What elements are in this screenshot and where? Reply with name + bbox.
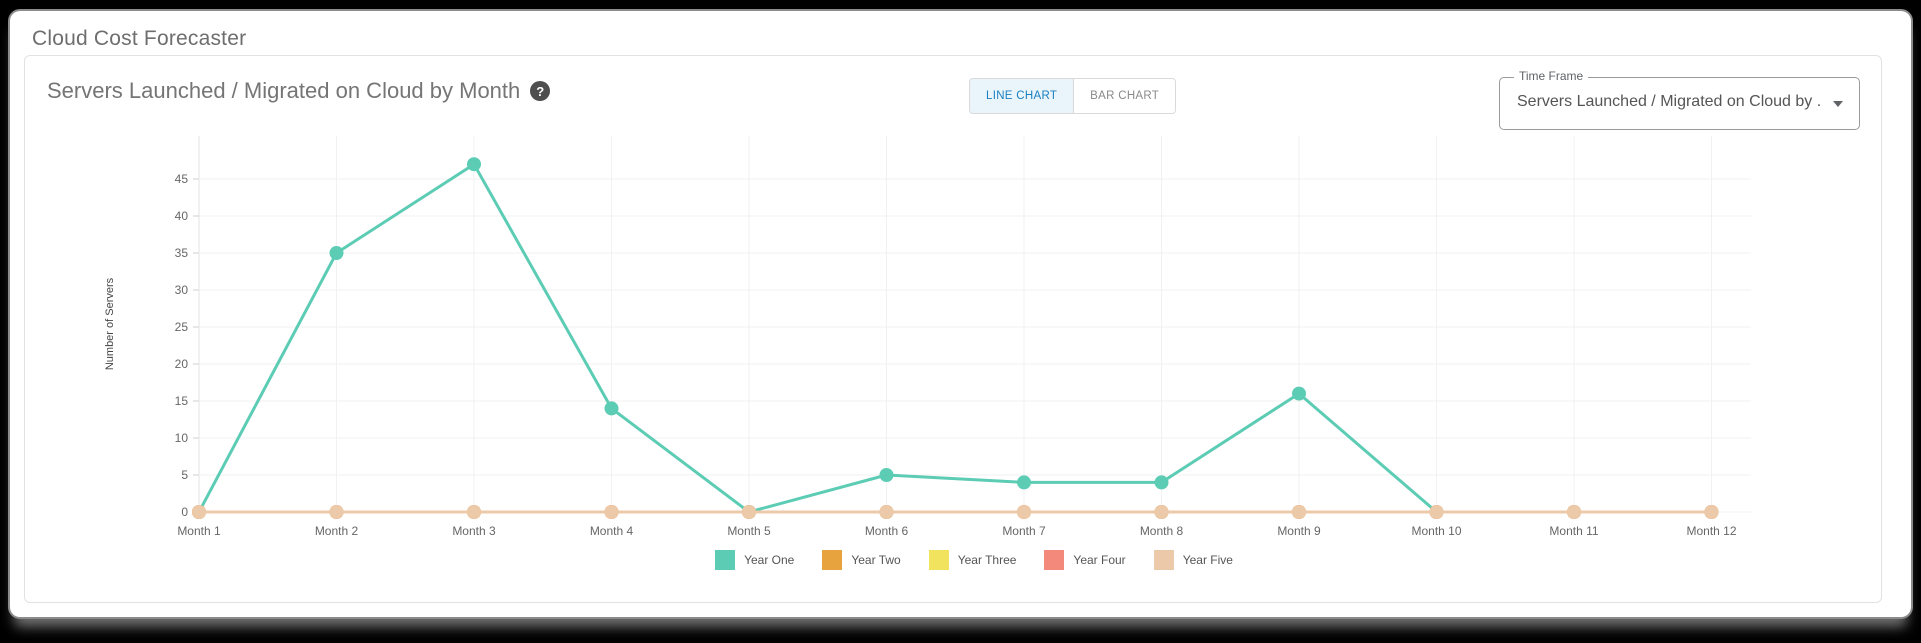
x-tick-label: Month 4 xyxy=(590,524,634,538)
data-point xyxy=(604,401,619,416)
data-point xyxy=(1292,505,1306,519)
help-icon[interactable]: ? xyxy=(530,81,551,101)
y-tick-label: 0 xyxy=(181,505,188,519)
dropdown-caret-icon xyxy=(1833,101,1843,107)
x-tick-label: Month 8 xyxy=(1140,524,1184,538)
chart-type-toggle: LINE CHART BAR CHART xyxy=(969,78,1177,114)
legend-label: Year Two xyxy=(851,553,901,567)
legend-item-year-one[interactable]: Year One xyxy=(715,550,794,570)
legend-swatch-icon xyxy=(1153,550,1174,570)
legend-item-year-three[interactable]: Year Three xyxy=(928,550,1017,570)
x-tick-label: Month 2 xyxy=(315,524,359,538)
time-frame-select[interactable]: Time Frame Servers Launched / Migrated o… xyxy=(1499,69,1860,130)
x-tick-label: Month 7 xyxy=(1002,524,1046,538)
legend-item-year-two[interactable]: Year Two xyxy=(822,550,901,570)
y-tick-label: 15 xyxy=(175,394,189,408)
time-frame-value: Servers Launched / Migrated on Cloud by … xyxy=(1517,93,1822,110)
legend-item-year-four[interactable]: Year Four xyxy=(1044,550,1126,570)
x-tick-label: Month 1 xyxy=(177,524,221,538)
data-point xyxy=(1429,505,1444,519)
legend-label: Year One xyxy=(744,553,795,567)
y-tick-label: 25 xyxy=(175,320,189,334)
y-tick-labels: 0 5 10 15 20 25 30 35 40 45 xyxy=(175,172,189,519)
y-tick-label: 45 xyxy=(175,172,189,186)
x-tick-label: Month 10 xyxy=(1411,524,1461,538)
line-chart-button[interactable]: LINE CHART xyxy=(970,79,1074,113)
app-window: Cloud Cost Forecaster Servers Launched /… xyxy=(10,11,1911,617)
legend-label: Year Three xyxy=(957,553,1017,567)
y-tick-label: 10 xyxy=(175,431,189,445)
chart-title: Servers Launched / Migrated on Cloud by … xyxy=(47,78,521,103)
x-tick-label: Month 6 xyxy=(865,524,909,538)
y-tick-label: 5 xyxy=(181,468,188,482)
data-point xyxy=(329,246,344,260)
legend-item-year-five[interactable]: Year Five xyxy=(1153,550,1233,570)
x-tick-label: Month 3 xyxy=(452,524,496,538)
data-point xyxy=(1704,505,1719,519)
page-title: Cloud Cost Forecaster xyxy=(32,27,247,50)
series-year-one xyxy=(192,157,1719,519)
x-gridlines xyxy=(198,136,1712,512)
y-tick-label: 20 xyxy=(175,357,189,371)
x-axis-labels: Month 1 Month 2 Month 3 Month 4 Month 5 Month… xyxy=(177,524,1737,538)
data-point xyxy=(329,505,344,519)
y-axis-title: Number of Servers xyxy=(104,277,116,370)
legend-swatch-icon xyxy=(822,550,843,570)
chart-legend: Year One Year Two Year Three Year Four Year … xyxy=(197,549,1751,571)
x-tick-label: Month 9 xyxy=(1277,524,1321,538)
data-point xyxy=(1017,505,1031,519)
chart-title-row: Servers Launched / Migrated on Cloud by … xyxy=(47,78,551,104)
y-tick-label: 35 xyxy=(175,246,189,260)
legend-label: Year Four xyxy=(1073,553,1126,567)
data-point xyxy=(192,505,206,519)
data-point xyxy=(742,505,756,519)
x-tick-label: Month 11 xyxy=(1549,524,1598,538)
data-point xyxy=(1017,475,1031,490)
data-point xyxy=(1154,475,1169,490)
x-tick-label: Month 5 xyxy=(727,524,771,538)
legend-label: Year Five xyxy=(1182,553,1233,567)
data-point xyxy=(879,468,894,482)
x-tick-label: Month 12 xyxy=(1686,524,1736,538)
legend-swatch-icon xyxy=(1044,550,1065,570)
y-gridlines xyxy=(193,178,1751,513)
legend-swatch-icon xyxy=(715,550,736,570)
y-tick-label: 40 xyxy=(175,209,189,223)
data-point xyxy=(467,505,481,519)
chart-card: Servers Launched / Migrated on Cloud by … xyxy=(24,55,1882,603)
legend-swatch-icon xyxy=(928,550,949,570)
y-tick-label: 30 xyxy=(175,283,189,297)
data-point xyxy=(604,505,619,519)
series-year-five xyxy=(192,505,1719,519)
data-point xyxy=(879,505,894,519)
data-point xyxy=(1292,386,1306,401)
bar-chart-button[interactable]: BAR CHART xyxy=(1073,79,1176,113)
data-point xyxy=(467,157,481,172)
data-point xyxy=(1567,505,1581,519)
data-point xyxy=(1154,505,1169,519)
time-frame-label: Time Frame xyxy=(1514,69,1589,83)
